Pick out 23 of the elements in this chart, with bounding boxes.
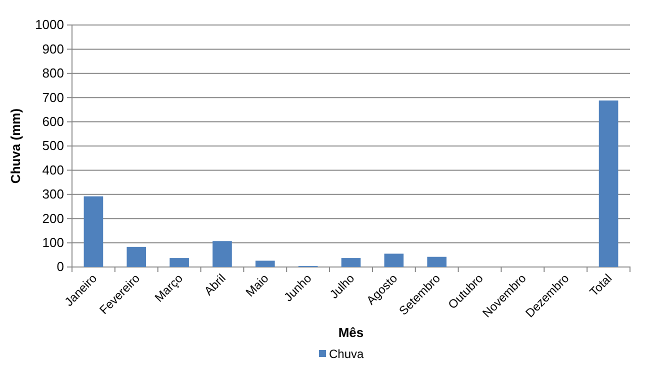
legend-label: Chuva	[329, 347, 364, 361]
bar	[341, 258, 361, 267]
y-tick-label: 600	[42, 114, 64, 129]
y-tick-label: 100	[42, 234, 64, 250]
bar	[384, 254, 404, 267]
bar	[427, 256, 447, 267]
y-tick-label: 400	[42, 162, 64, 178]
y-tick-label: 500	[42, 138, 64, 154]
y-tick-label: 700	[42, 90, 64, 105]
y-tick-label: 300	[42, 186, 64, 202]
y-tick-label: 200	[42, 210, 64, 226]
y-tick-label: 1000	[35, 17, 64, 32]
x-axis-title: Mês	[338, 325, 364, 340]
bar	[126, 246, 146, 267]
y-tick-label: 800	[42, 66, 64, 81]
y-axis-title: Chuva (mm)	[8, 108, 23, 184]
bar	[212, 241, 232, 267]
y-tick-label: 0	[56, 259, 64, 274]
y-tick-label: 900	[42, 41, 64, 56]
bar	[170, 258, 189, 267]
bar	[598, 100, 618, 267]
bar	[255, 260, 275, 267]
bar	[84, 196, 104, 267]
